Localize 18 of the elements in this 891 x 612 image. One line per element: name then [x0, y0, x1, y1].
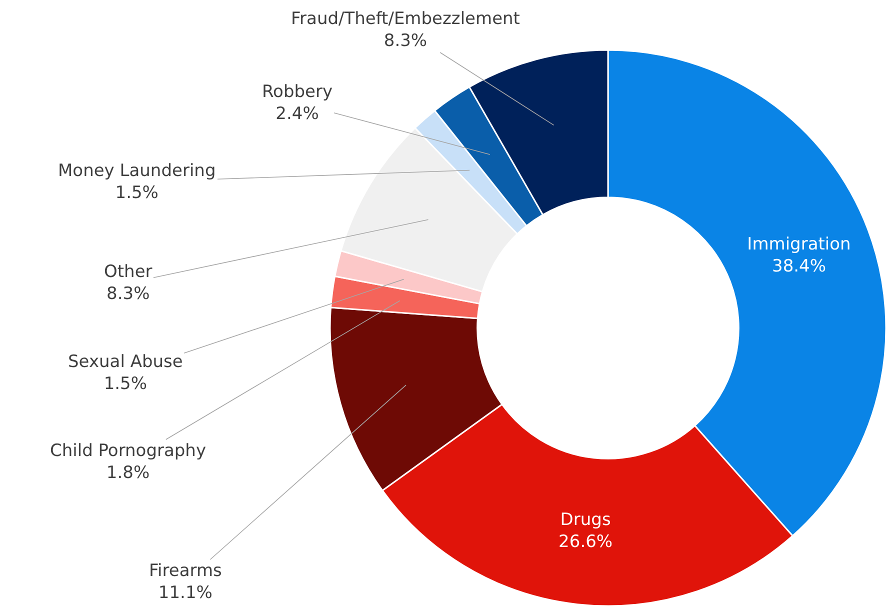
- data-label: 8.3%: [106, 284, 150, 304]
- slice-label: Sexual Abuse: [68, 352, 183, 372]
- slice-label: Child Pornography: [50, 441, 206, 461]
- slice-label: Fraud/Theft/Embezzlement: [291, 9, 520, 29]
- data-label: 1.5%: [104, 374, 148, 394]
- data-label: 38.4%: [772, 256, 826, 276]
- slice-label: Drugs: [560, 510, 611, 530]
- slice-label: Immigration: [747, 234, 851, 254]
- slice-label: Robbery: [262, 82, 333, 102]
- slice-label: Other: [104, 262, 152, 282]
- slice-label: Money Laundering: [58, 161, 216, 181]
- data-label: 1.8%: [106, 463, 150, 484]
- data-label: 11.1%: [158, 583, 212, 604]
- data-label: 2.4%: [276, 104, 319, 124]
- data-label: 8.3%: [384, 31, 428, 52]
- data-label: 26.6%: [558, 532, 613, 552]
- data-label: 1.5%: [115, 183, 158, 204]
- slice-label: Firearms: [149, 561, 222, 581]
